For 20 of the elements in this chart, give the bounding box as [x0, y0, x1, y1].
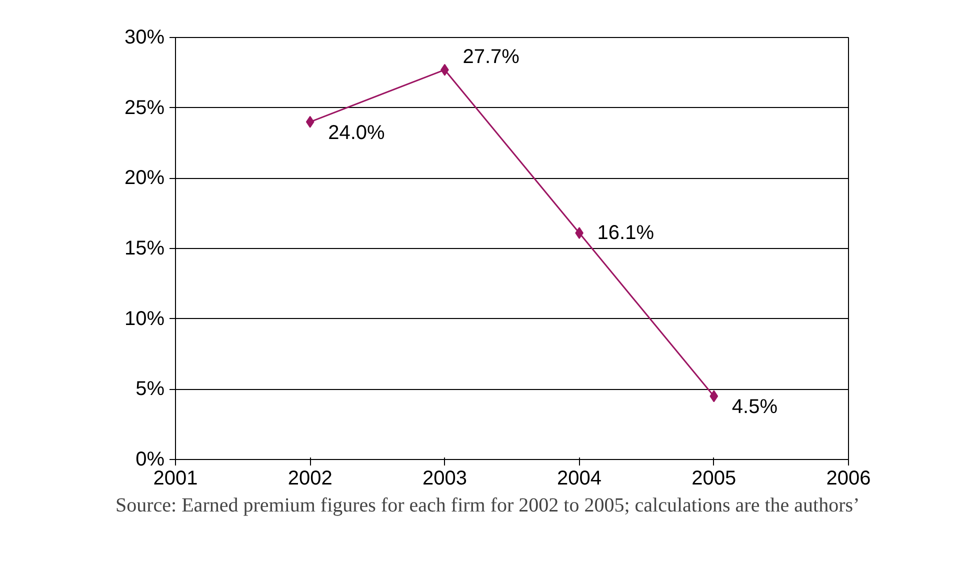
data-label: 4.5%	[732, 396, 778, 418]
data-label: 24.0%	[328, 122, 386, 144]
point	[710, 390, 718, 402]
y-tick-label: 10%	[124, 308, 165, 330]
y-tick-label: 15%	[124, 238, 165, 260]
y-tick-label: 25%	[124, 96, 165, 119]
y-tick-label: 20%	[124, 167, 165, 190]
y-tick-label: 5%	[136, 378, 165, 400]
x-tick-label: 2006	[826, 468, 871, 490]
y-tick-label: 30%	[124, 26, 165, 48]
data-label: 27.7%	[462, 46, 520, 68]
x-tick-label: 2001	[153, 468, 198, 490]
point	[306, 116, 314, 128]
x-tick-label: 2005	[692, 468, 736, 490]
data-label: 16.1%	[597, 222, 654, 244]
source-note: Source: Earned premium figures for each firm for 2002 to 2005; calculations are the authors’	[116, 494, 860, 516]
y-tick-label: 0%	[136, 448, 165, 470]
x-tick-label: 2003	[422, 468, 467, 490]
x-tick-label: 2004	[557, 468, 602, 490]
x-tick-label: 2002	[288, 468, 332, 490]
